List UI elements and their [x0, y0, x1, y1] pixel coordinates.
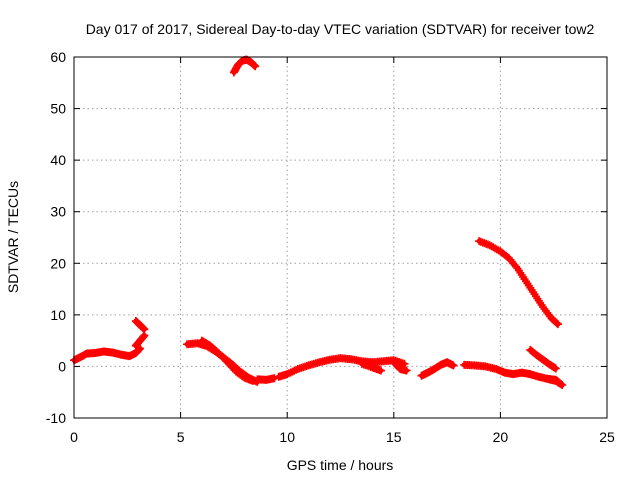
grid-layer: [74, 57, 607, 418]
plot-frame: [73, 56, 608, 419]
x-tick-label: 5: [177, 429, 185, 445]
x-tick-label: 20: [493, 429, 509, 445]
series-arc-noon-b: [357, 359, 386, 375]
series-arc-noon: [274, 354, 409, 381]
data-point: [551, 364, 560, 373]
y-tick-label: 40: [50, 152, 66, 168]
data-point: [558, 380, 567, 389]
data-point: [553, 320, 562, 329]
x-tick-label: 15: [386, 429, 402, 445]
data-layer: [70, 55, 567, 389]
data-point: [283, 370, 292, 379]
series-arc-afternoon-b: [417, 358, 458, 380]
series-arc-midday-c: [253, 374, 279, 384]
series-arc-evening-mid: [526, 345, 560, 373]
y-tick-label: 30: [50, 204, 66, 220]
data-point: [286, 368, 295, 377]
data-point: [377, 366, 386, 375]
y-tick-label: 60: [50, 49, 66, 65]
data-point: [449, 361, 458, 370]
x-tick-label: 25: [599, 429, 615, 445]
y-axis-label: SDTVAR / TECUs: [5, 181, 21, 293]
series-arc-early-high: [131, 317, 149, 334]
data-point: [140, 325, 149, 334]
series-arc-peak: [229, 55, 260, 77]
series-arc-early: [70, 344, 145, 365]
data-point: [552, 319, 561, 328]
x-tick-label: 0: [70, 429, 78, 445]
y-tick-label: 50: [50, 101, 66, 117]
data-point: [292, 365, 301, 374]
x-tick-label: 10: [279, 429, 295, 445]
x-axis-label: GPS time / hours: [287, 457, 394, 473]
y-tick-label: -10: [46, 410, 66, 426]
y-tick-label: 20: [50, 255, 66, 271]
y-tick-label: 0: [58, 358, 66, 374]
data-point: [284, 369, 293, 378]
series-arc-midday-b: [197, 336, 258, 385]
data-point: [290, 366, 299, 375]
y-tick-label: 10: [50, 307, 66, 323]
chart-title: Day 017 of 2017, Sidereal Day-to-day VTE…: [86, 21, 595, 37]
series-arc-evening-high: [475, 237, 562, 329]
series-arc-afternoon: [389, 358, 411, 375]
data-point: [402, 366, 411, 375]
series-arc-evening-tail: [545, 375, 567, 389]
series-arc-early-rise: [131, 331, 149, 350]
data-point: [251, 62, 260, 71]
data-point: [288, 367, 297, 376]
